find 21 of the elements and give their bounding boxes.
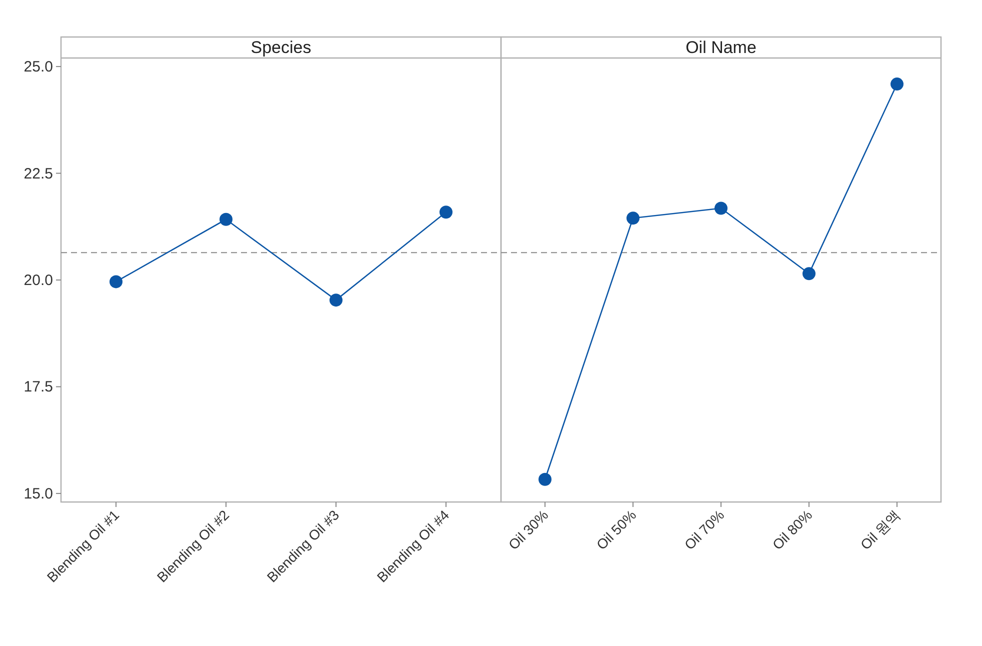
x-tick-label: Oil 30% [505,506,552,553]
point [220,212,232,226]
point [626,212,640,225]
y-tick-label: 25.0 [24,58,53,76]
x-tick-label: Oil 50% [593,506,640,553]
chart-title: Species [250,38,312,57]
x-tick-label: Oil 70% [681,506,728,553]
x-tick-label: Oil 80% [769,506,816,553]
chart-title: Oil Name [686,38,756,57]
point [538,472,552,486]
x-tick-label: Oil 원액 [857,506,904,553]
point [714,202,728,215]
y-tick-label: 20.0 [24,272,53,289]
y-tick-label: 22.5 [24,165,53,182]
point [440,206,452,219]
y-tick-label: 17.5 [24,378,53,396]
y-tick-label: 15.0 [24,485,53,502]
point [330,294,342,307]
point [110,275,122,288]
point [802,267,816,280]
point [890,78,904,91]
